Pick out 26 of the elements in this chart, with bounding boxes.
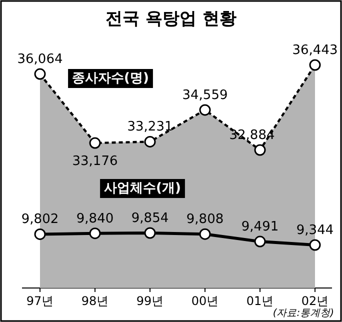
data-label: 36,064 [17, 52, 63, 68]
data-label: 33,231 [127, 120, 173, 135]
series-label: 종사자수(명) [72, 71, 149, 86]
point [254, 236, 266, 248]
point [199, 228, 211, 240]
x-tick-label: 01년 [246, 294, 274, 308]
data-label: 9,802 [21, 212, 59, 228]
x-tick-label: 00년 [191, 294, 219, 308]
annotation: (자료:통계청) [272, 308, 334, 319]
data-label: 33,176 [72, 154, 118, 170]
data-label: 9,344 [296, 223, 334, 238]
data-label: 9,808 [186, 212, 224, 228]
data-label: 34,559 [182, 88, 228, 103]
data-label: 9,854 [131, 211, 169, 226]
x-tick-label: 99년 [136, 294, 164, 308]
data-label: 36,443 [292, 43, 338, 58]
point [144, 227, 156, 239]
point [89, 228, 101, 240]
point [309, 239, 321, 251]
x-tick-label: 98년 [81, 294, 109, 308]
data-label: 9,491 [241, 220, 279, 235]
x-tick-label: 97년 [26, 294, 54, 308]
data-label: 9,840 [76, 211, 114, 226]
x-tick-label: 02년 [301, 294, 329, 308]
point [34, 228, 46, 240]
chart-title: 전국 욕탕업 현황 [106, 9, 236, 29]
